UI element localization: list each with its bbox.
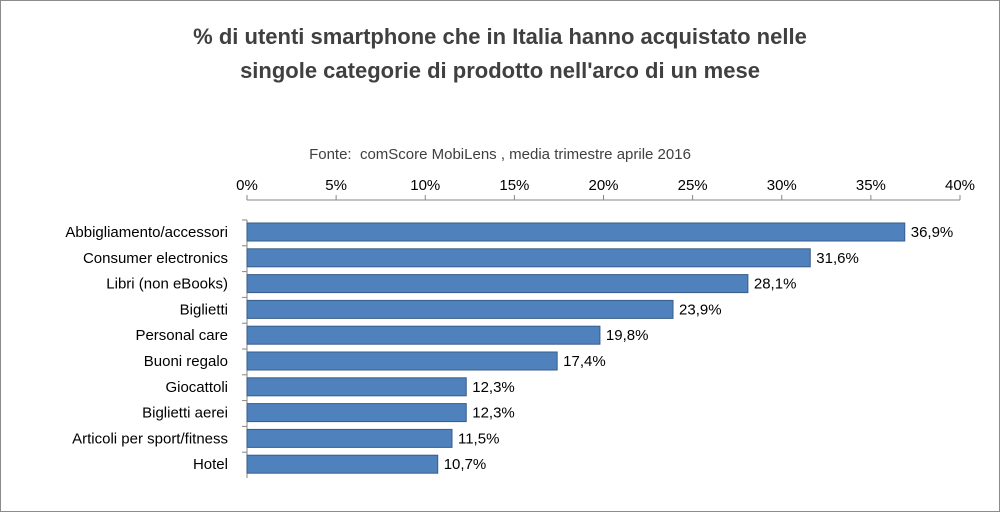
bar bbox=[246, 454, 439, 474]
category-label: Libri (non eBooks) bbox=[106, 276, 228, 293]
category-labels: Abbigliamento/accessori Consumer electron… bbox=[65, 224, 228, 473]
bar-value-label: 31,6% bbox=[816, 250, 859, 267]
x-tick-label: 40% bbox=[945, 177, 975, 194]
category-label: Biglietti bbox=[180, 301, 228, 318]
x-tick-label: 35% bbox=[856, 177, 886, 194]
bar bbox=[246, 248, 811, 268]
bar-value-label: 17,4% bbox=[563, 353, 606, 370]
category-label: Consumer electronics bbox=[83, 250, 228, 267]
bar bbox=[246, 222, 906, 242]
bar bbox=[246, 377, 467, 397]
chart-title: % di utenti smartphone che in Italia han… bbox=[0, 20, 1000, 88]
category-label: Biglietti aerei bbox=[142, 405, 228, 422]
x-tick-label: 15% bbox=[499, 177, 529, 194]
bar bbox=[246, 299, 674, 319]
x-tick-label: 10% bbox=[410, 177, 440, 194]
chart-title-line-2: singole categorie di prodotto nell'arco … bbox=[240, 58, 760, 83]
bar-value-label: 36,9% bbox=[911, 224, 954, 241]
chart-subtitle: Fonte: comScore MobiLens , media trimest… bbox=[309, 146, 691, 163]
category-label: Personal care bbox=[135, 327, 228, 344]
bar bbox=[246, 351, 558, 371]
category-label: Buoni regalo bbox=[144, 353, 228, 370]
bar bbox=[246, 274, 749, 294]
bar bbox=[246, 325, 601, 345]
bar-value-label: 12,3% bbox=[472, 405, 515, 422]
bar-series: 36,9% 31,6% 28,1% 23,9% 19,8%17,4% 12,3% 12,3%… bbox=[246, 222, 954, 474]
bar-value-label: 10,7% bbox=[444, 456, 487, 473]
category-label: Abbigliamento/accessori bbox=[65, 224, 228, 241]
x-tick-label: 25% bbox=[678, 177, 708, 194]
bar-value-label: 28,1% bbox=[754, 276, 797, 293]
x-tick-label: 5% bbox=[325, 177, 347, 194]
x-tick-label: 0% bbox=[236, 177, 258, 194]
bar-value-label: 11,5% bbox=[458, 430, 499, 447]
bar-value-label: 12,3% bbox=[472, 379, 515, 396]
x-tick-label: 30% bbox=[767, 177, 797, 194]
bar bbox=[246, 428, 453, 448]
category-label: Hotel bbox=[193, 456, 228, 473]
category-label: Articoli per sport/fitness bbox=[72, 430, 228, 447]
x-tick-label: 20% bbox=[588, 177, 618, 194]
bar bbox=[246, 403, 467, 423]
chart-title-line-1: % di utenti smartphone che in Italia han… bbox=[193, 24, 807, 49]
bar-value-label: 23,9% bbox=[679, 301, 722, 318]
category-label: Giocattoli bbox=[165, 379, 228, 396]
bar-value-label: 19,8% bbox=[606, 327, 649, 344]
x-axis: 0% 5% 10% 15% 20% 25% 30% 35% 40% bbox=[236, 177, 975, 478]
